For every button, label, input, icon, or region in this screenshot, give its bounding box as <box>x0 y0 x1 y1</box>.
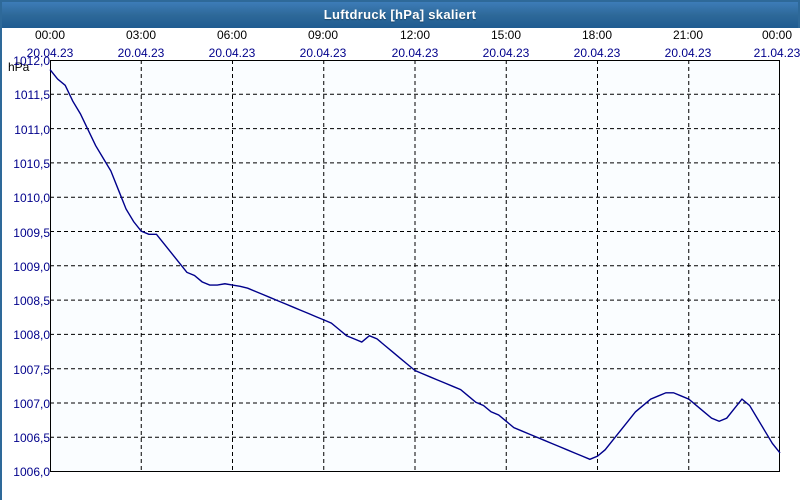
pressure-curve-svg <box>50 60 780 472</box>
x-tick-time-4: 12:00 <box>385 28 445 42</box>
x-tick-date-8: 21.04.23 <box>747 46 800 60</box>
x-tick-time-1: 03:00 <box>111 28 171 42</box>
y-tick-label: 1009,5 <box>4 226 50 240</box>
window-title-bar: Luftdruck [hPa] skaliert <box>2 2 798 28</box>
y-tick-label: 1006,0 <box>4 465 50 479</box>
x-tick-date-3: 20.04.23 <box>293 46 353 60</box>
x-tick-time-5: 15:00 <box>476 28 536 42</box>
y-tick-label: 1011,0 <box>4 123 50 137</box>
x-tick-time-2: 06:00 <box>202 28 262 42</box>
x-tick-date-5: 20.04.23 <box>476 46 536 60</box>
x-tick-time-7: 21:00 <box>658 28 718 42</box>
y-tick-label: 1007,0 <box>4 397 50 411</box>
pressure-line <box>50 70 780 460</box>
x-tick-date-2: 20.04.23 <box>202 46 262 60</box>
x-tick-date-4: 20.04.23 <box>385 46 445 60</box>
x-tick-date-6: 20.04.23 <box>567 46 627 60</box>
chart-window: Luftdruck [hPa] skaliert hPa <box>0 0 800 500</box>
x-tick-time-8: 00:00 <box>747 28 800 42</box>
x-tick-time-0: 00:00 <box>20 28 80 42</box>
chart-area: hPa <box>2 28 800 500</box>
y-tick-label: 1010,5 <box>4 157 50 171</box>
y-tick-label: 1006,5 <box>4 431 50 445</box>
x-tick-date-0: 20.04.23 <box>20 46 80 60</box>
y-tick-label: 1008,5 <box>4 294 50 308</box>
window-title: Luftdruck [hPa] skaliert <box>324 7 476 22</box>
x-tick-time-6: 18:00 <box>567 28 627 42</box>
y-tick-label: 1008,0 <box>4 328 50 342</box>
x-tick-date-7: 20.04.23 <box>658 46 718 60</box>
y-tick-label: 1009,0 <box>4 260 50 274</box>
x-tick-date-1: 20.04.23 <box>111 46 171 60</box>
y-tick-label: 1011,5 <box>4 88 50 102</box>
x-tick-time-3: 09:00 <box>293 28 353 42</box>
y-tick-label: 1010,0 <box>4 191 50 205</box>
y-tick-label: 1007,5 <box>4 363 50 377</box>
